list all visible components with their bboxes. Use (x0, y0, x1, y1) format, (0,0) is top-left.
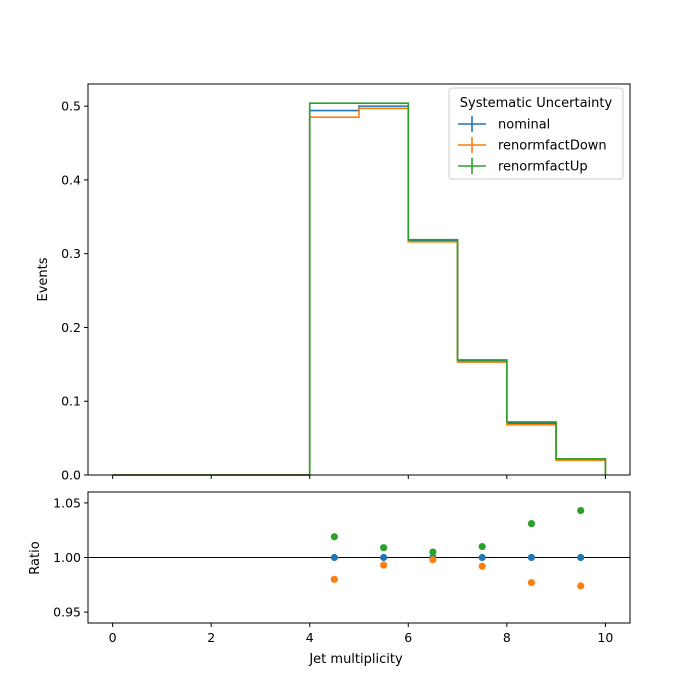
histogram-y-axis-label: Events (36, 257, 51, 301)
x-tick-label: 2 (207, 630, 215, 645)
ratio-point-renormfactDown (380, 561, 388, 569)
ratio-series-group (88, 506, 630, 590)
histogram-y-ticks: 0.0 0.1 0.2 0.3 0.4 0.5 (61, 99, 88, 483)
ratio-point-nominal (330, 553, 338, 562)
ratio-point-renormfactDown (429, 556, 437, 564)
ratio-point-renormfactUp (380, 544, 388, 552)
ratio-y-ticks: 0.95 1.00 1.05 (53, 495, 88, 620)
ratio-point-renormfactUp (429, 548, 437, 556)
histogram-y-tick-label: 0.1 (61, 394, 81, 409)
histogram-y-tick-label: 0.2 (61, 320, 81, 335)
histogram-y-tick-label: 0.4 (61, 172, 81, 187)
histogram-y-tick-label: 0.3 (61, 246, 81, 261)
legend-item-renormfactUp: renormfactUp (458, 158, 588, 175)
x-tick-label: 4 (306, 630, 314, 645)
legend-label: renormfactUp (498, 160, 588, 175)
legend-title: Systematic Uncertainty (460, 96, 613, 111)
histogram-x-ticks (112, 475, 606, 479)
ratio-x-ticks: 0 2 4 6 8 10 (109, 623, 613, 645)
legend-item-nominal: nominal (458, 116, 550, 133)
ratio-point-renormfactUp (577, 506, 585, 515)
legend-label: renormfactDown (498, 139, 607, 154)
legend: Systematic Uncertainty nominal renormfact… (448, 87, 624, 180)
x-tick-label: 6 (404, 630, 412, 645)
ratio-y-tick-label: 0.95 (53, 605, 81, 620)
ratio-y-axis-label: Ratio (28, 541, 43, 574)
histogram-panel: 0.0 0.1 0.2 0.3 0.4 0.5 Events Systematic Unc… (36, 83, 631, 483)
x-axis-label: Jet multiplicity (308, 652, 403, 667)
ratio-frame (87, 491, 631, 624)
x-tick-label: 0 (109, 630, 117, 645)
ratio-point-renormfactUp (330, 533, 338, 541)
legend-items: nominal renormfactDown renormfactUp (458, 116, 607, 175)
ratio-point-nominal (380, 553, 388, 562)
ratio-point-renormfactDown (330, 575, 338, 583)
ratio-point-nominal (527, 553, 536, 562)
ratio-panel: 0.95 1.00 1.05 0 2 4 6 8 10 Ratio Jet multiplic… (28, 491, 631, 667)
x-tick-label: 8 (503, 630, 511, 645)
x-tick-label: 10 (597, 630, 613, 645)
histogram-frame (87, 83, 631, 476)
ratio-y-tick-label: 1.00 (53, 550, 81, 565)
ratio-point-renormfactUp (478, 542, 486, 551)
ratio-point-renormfactUp (527, 520, 536, 528)
legend-box (448, 87, 624, 180)
ratio-point-renormfactDown (478, 562, 486, 570)
histogram-y-tick-label: 0.5 (61, 99, 81, 114)
ratio-y-tick-label: 1.05 (53, 495, 81, 510)
ratio-point-nominal (478, 553, 486, 562)
legend-label: nominal (498, 118, 550, 133)
ratio-point-nominal (577, 553, 585, 562)
ratio-point-renormfactDown (577, 582, 585, 590)
histogram-y-tick-label: 0.0 (61, 468, 81, 483)
legend-item-renormfactDown: renormfactDown (458, 137, 607, 154)
ratio-point-renormfactDown (527, 579, 536, 587)
